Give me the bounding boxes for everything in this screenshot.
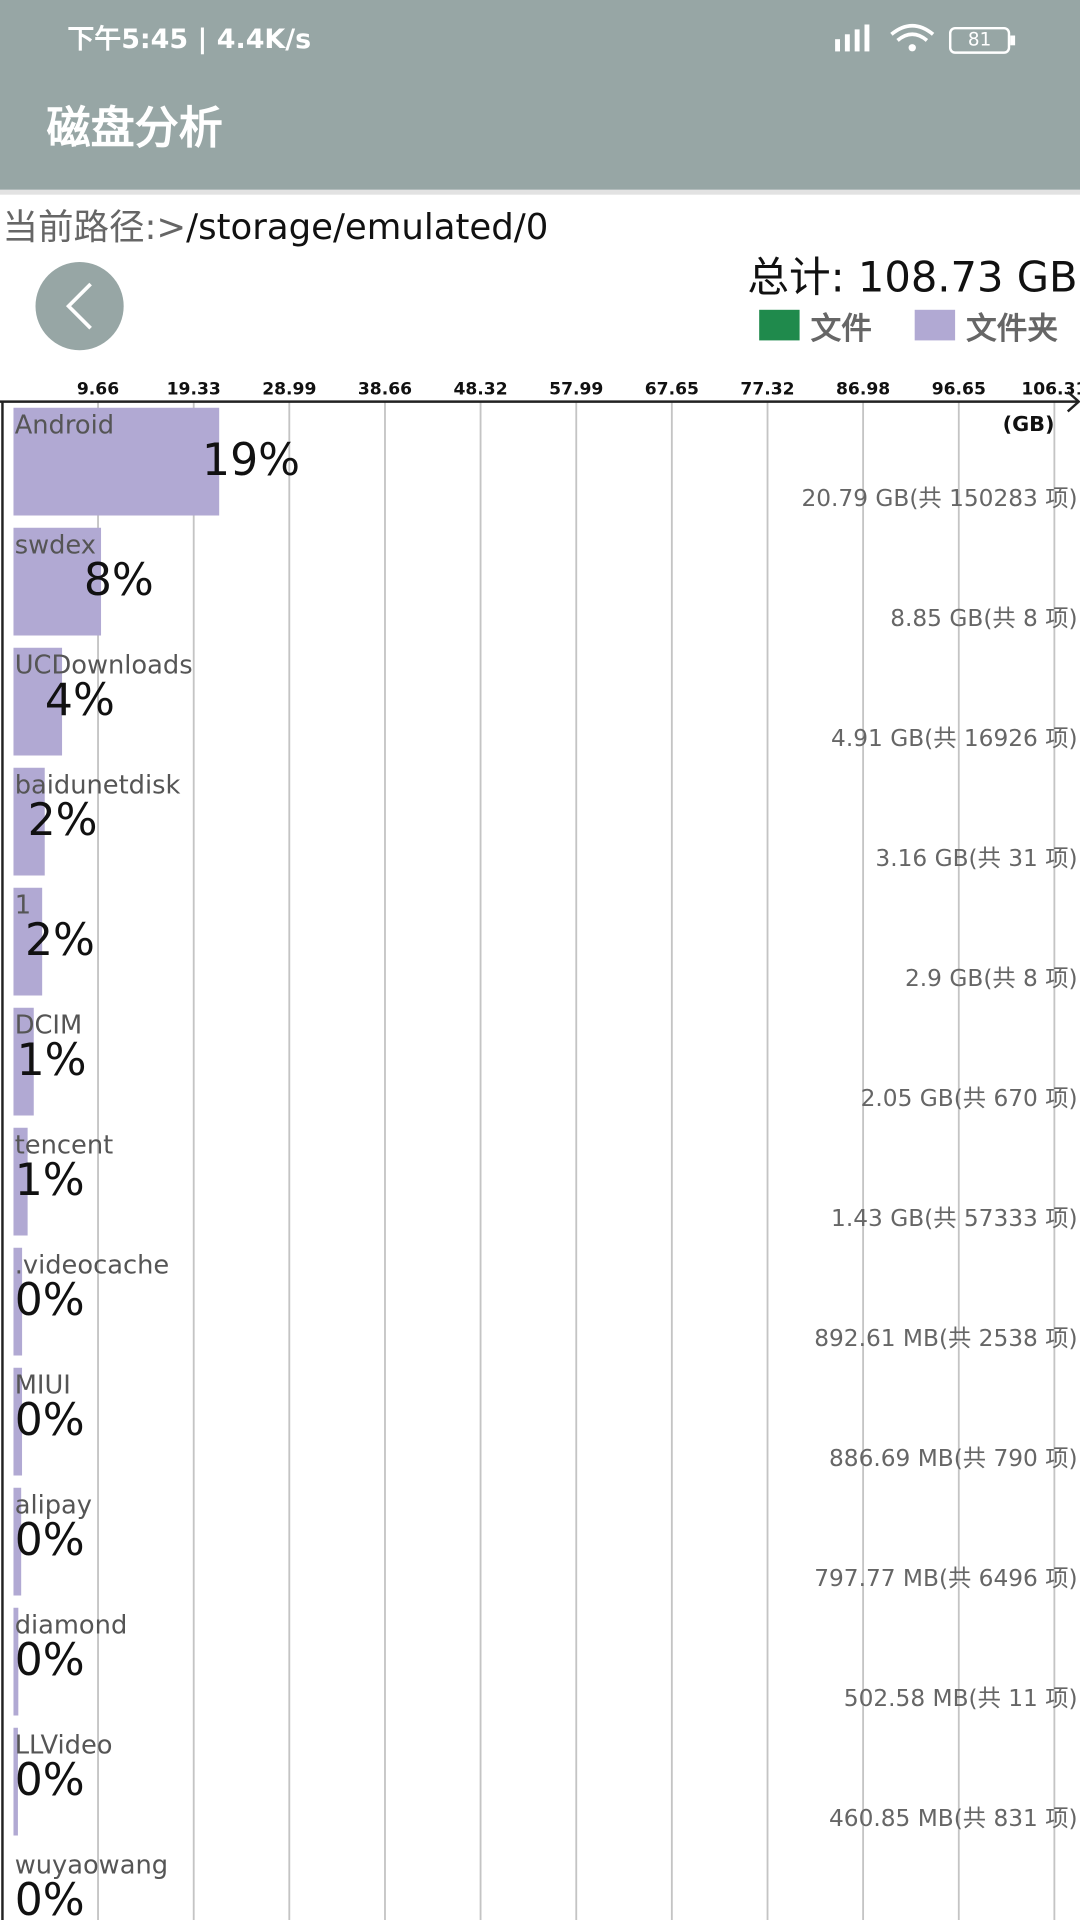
- path-prefix: 当前路径:>: [2, 207, 186, 248]
- x-tick-label: 86.98: [836, 379, 890, 399]
- value-label: 1.43 GB(共 57333 项): [831, 1205, 1078, 1232]
- legend-swatch: [914, 309, 956, 341]
- bar: [13, 887, 43, 996]
- category-label: 1: [15, 891, 31, 921]
- x-tick-label: 38.66: [358, 379, 412, 399]
- category-label: alipay: [15, 1491, 92, 1521]
- category-label: .videocache: [15, 1251, 170, 1281]
- category-label: wuyaowang: [15, 1851, 168, 1881]
- percent-label: 2%: [25, 915, 95, 966]
- percent-label: 0%: [15, 1875, 85, 1920]
- percent-label: 2%: [28, 795, 98, 846]
- category-label: MIUI: [15, 1371, 71, 1401]
- legend-label: 文件: [811, 311, 872, 347]
- category-label: UCDownloads: [15, 651, 193, 681]
- bar: [13, 407, 220, 516]
- value-label: 886.69 MB(共 790 项): [829, 1445, 1078, 1472]
- total-size: 总计: 108.73 GB: [747, 252, 1077, 301]
- percent-label: 19%: [202, 435, 300, 486]
- x-axis-arrow: [1066, 390, 1080, 413]
- back-button[interactable]: [35, 262, 124, 351]
- x-tick-label: 96.65: [932, 379, 986, 399]
- bar: [13, 527, 102, 636]
- bar: [13, 1007, 34, 1116]
- value-label: 892.61 MB(共 2538 项): [814, 1325, 1077, 1352]
- percent-label: 1%: [15, 1155, 85, 1206]
- app-bar: [0, 0, 1080, 190]
- category-label: baidunetdisk: [15, 771, 181, 801]
- bar: [13, 1727, 18, 1836]
- percent-label: 0%: [15, 1635, 85, 1686]
- x-tick-label: 67.65: [645, 379, 699, 399]
- status-time: 下午5:45 | 4.4K/s: [67, 23, 311, 55]
- value-label: 2.9 GB(共 8 项): [905, 965, 1078, 992]
- category-label: DCIM: [15, 1011, 83, 1041]
- value-label: 797.77 MB(共 6496 项): [814, 1565, 1077, 1592]
- category-label: Android: [15, 411, 114, 441]
- x-tick-label: 28.99: [262, 379, 316, 399]
- x-tick-label: 106.31: [1021, 379, 1080, 399]
- bar: [13, 1607, 19, 1716]
- bar: [13, 1487, 22, 1596]
- value-label: 502.58 MB(共 11 项): [844, 1685, 1078, 1712]
- battery-level: 81: [968, 29, 991, 50]
- x-tick-label: 9.66: [77, 379, 119, 399]
- percent-label: 4%: [45, 675, 115, 726]
- value-label: 20.79 GB(共 150283 项): [801, 485, 1077, 512]
- legend-swatch: [759, 309, 800, 341]
- percent-label: 0%: [15, 1395, 85, 1446]
- app-title: 磁盘分析: [47, 103, 223, 154]
- x-tick-label: 57.99: [549, 379, 603, 399]
- percent-label: 0%: [15, 1515, 85, 1566]
- value-label: 8.85 GB(共 8 项): [890, 605, 1077, 632]
- x-unit: (GB): [1003, 412, 1055, 436]
- bar: [13, 1247, 23, 1356]
- category-label: swdex: [15, 531, 96, 561]
- category-label: tencent: [15, 1131, 114, 1161]
- back-chevron: [65, 282, 92, 330]
- percent-label: 0%: [15, 1755, 85, 1806]
- percent-label: 1%: [17, 1035, 87, 1086]
- bar: [13, 767, 45, 876]
- path-value: /storage/emulated/0: [186, 207, 548, 248]
- bar: [13, 1127, 28, 1236]
- value-label: 4.91 GB(共 16926 项): [831, 725, 1078, 752]
- value-label: 460.85 MB(共 831 项): [829, 1805, 1078, 1832]
- percent-label: 0%: [15, 1275, 85, 1326]
- back-circle[interactable]: [35, 262, 124, 351]
- x-tick-label: 77.32: [740, 379, 794, 399]
- status-icons: [835, 23, 1016, 54]
- value-label: 2.05 GB(共 670 项): [861, 1085, 1078, 1112]
- bar: [13, 1367, 23, 1476]
- x-tick-label: 48.32: [453, 379, 507, 399]
- legend-label: 文件夹: [966, 311, 1058, 347]
- value-label: 3.16 GB(共 31 项): [875, 845, 1077, 872]
- bar: [13, 647, 63, 756]
- current-path: 当前路径:>/storage/emulated/0: [2, 207, 548, 248]
- category-label: diamond: [15, 1611, 128, 1641]
- category-label: LLVideo: [15, 1731, 113, 1761]
- x-tick-label: 19.33: [167, 379, 221, 399]
- app-bar-shadow: [0, 189, 1080, 195]
- percent-label: 8%: [84, 555, 154, 606]
